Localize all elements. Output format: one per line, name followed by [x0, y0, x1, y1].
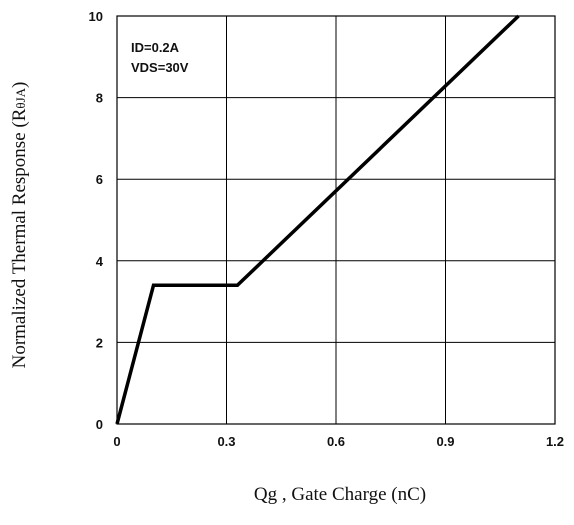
- y-axis-label-symbol: (R: [9, 108, 30, 127]
- y-tick-label: 0: [96, 417, 103, 432]
- y-tick-label: 8: [96, 91, 103, 106]
- y-axis-label-subscript: θJA: [13, 87, 28, 108]
- tick-labels: 0 0.3 0.6 0.9 1.2 0 2 4 6 8 10: [89, 9, 565, 449]
- x-axis-label: Qg , Gate Charge (nC): [254, 484, 426, 505]
- y-tick-label: 10: [89, 9, 103, 24]
- annotation-vds: VDS=30V: [131, 60, 189, 75]
- grid-lines: [116, 15, 556, 425]
- y-tick-label: 2: [96, 335, 103, 350]
- x-tick-label: 0.9: [436, 434, 454, 449]
- series-layer: [115, 14, 520, 425]
- y-tick-label: 4: [96, 254, 104, 269]
- x-tick-label: 0: [113, 434, 120, 449]
- x-tick-label: 1.2: [546, 434, 564, 449]
- series-line: [115, 14, 520, 425]
- plot-frame: [116, 15, 556, 425]
- y-tick-label: 6: [96, 172, 103, 187]
- y-axis-label-main: Normalized Thermal Response: [9, 132, 30, 368]
- y-axis-label-close: ): [9, 82, 30, 88]
- y-axis-label: Normalized Thermal Response (RθJA): [9, 82, 30, 369]
- annotation-id: ID=0.2A: [131, 40, 180, 55]
- x-tick-label: 0.6: [327, 434, 345, 449]
- x-tick-label: 0.3: [217, 434, 235, 449]
